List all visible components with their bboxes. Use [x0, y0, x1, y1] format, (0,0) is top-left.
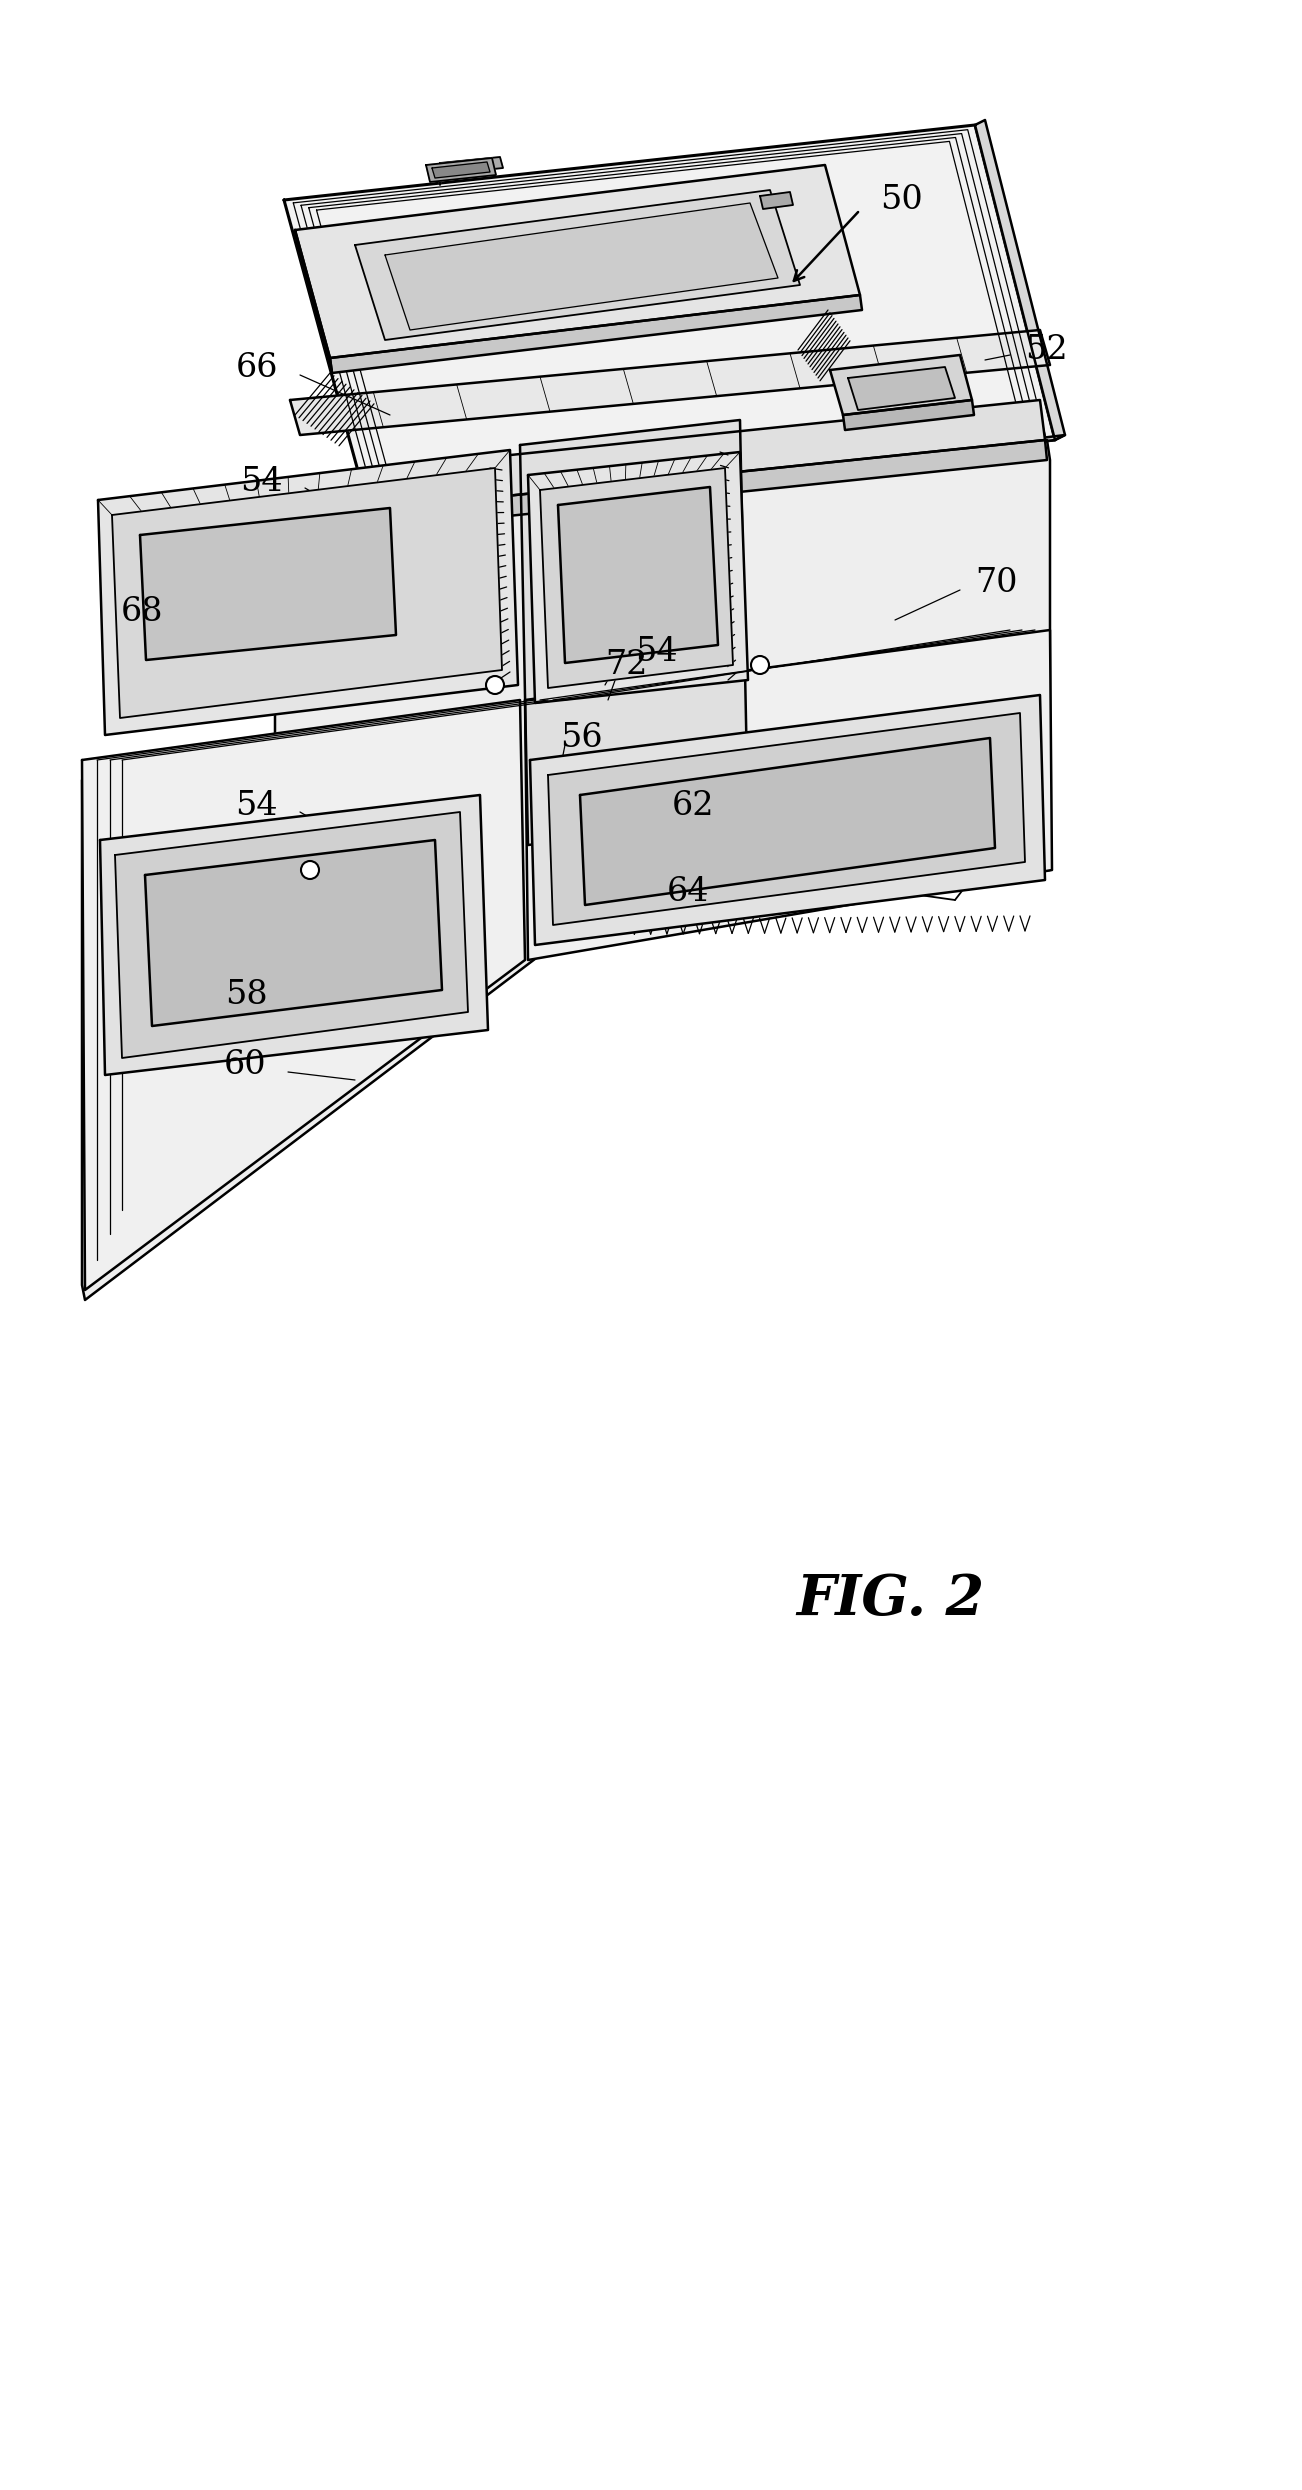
Text: 70: 70: [975, 568, 1017, 600]
Text: 58: 58: [225, 979, 268, 1011]
Text: 54: 54: [241, 466, 283, 498]
Polygon shape: [290, 331, 1049, 436]
Polygon shape: [519, 421, 749, 844]
Polygon shape: [115, 812, 467, 1058]
Polygon shape: [284, 124, 1055, 515]
Text: FIG. 2: FIG. 2: [796, 1574, 984, 1628]
Polygon shape: [432, 162, 490, 177]
Polygon shape: [848, 366, 954, 411]
Polygon shape: [270, 401, 1046, 520]
Circle shape: [301, 862, 319, 879]
Polygon shape: [296, 164, 861, 359]
Polygon shape: [559, 488, 717, 662]
Text: 60: 60: [224, 1048, 266, 1081]
Text: 54: 54: [635, 635, 677, 667]
Text: 56: 56: [560, 722, 603, 754]
Polygon shape: [440, 157, 503, 174]
Circle shape: [751, 655, 769, 675]
Polygon shape: [829, 356, 973, 416]
Polygon shape: [82, 700, 525, 1290]
Polygon shape: [329, 294, 862, 374]
Polygon shape: [525, 630, 1052, 961]
Polygon shape: [141, 508, 396, 660]
Polygon shape: [82, 441, 1049, 1300]
Polygon shape: [975, 120, 1065, 441]
Polygon shape: [579, 737, 995, 904]
Polygon shape: [426, 157, 496, 182]
Text: 72: 72: [605, 650, 647, 680]
Text: 54: 54: [236, 789, 279, 822]
Text: 64: 64: [667, 876, 710, 909]
Text: 52: 52: [1025, 334, 1068, 366]
Polygon shape: [296, 229, 332, 374]
Polygon shape: [437, 162, 443, 184]
Text: 50: 50: [880, 184, 923, 217]
Text: 66: 66: [236, 351, 279, 383]
Polygon shape: [355, 189, 799, 341]
Text: 62: 62: [672, 789, 715, 822]
Polygon shape: [548, 712, 1025, 924]
Polygon shape: [98, 451, 518, 735]
Polygon shape: [540, 468, 733, 687]
Polygon shape: [112, 468, 503, 717]
Polygon shape: [760, 192, 793, 209]
Polygon shape: [842, 401, 974, 431]
Polygon shape: [385, 204, 779, 331]
Polygon shape: [529, 453, 749, 702]
Circle shape: [486, 675, 504, 695]
Polygon shape: [145, 839, 441, 1026]
Polygon shape: [370, 436, 1065, 520]
Polygon shape: [275, 441, 1047, 540]
Polygon shape: [100, 794, 488, 1076]
Polygon shape: [530, 695, 1046, 946]
Text: 68: 68: [121, 595, 163, 627]
